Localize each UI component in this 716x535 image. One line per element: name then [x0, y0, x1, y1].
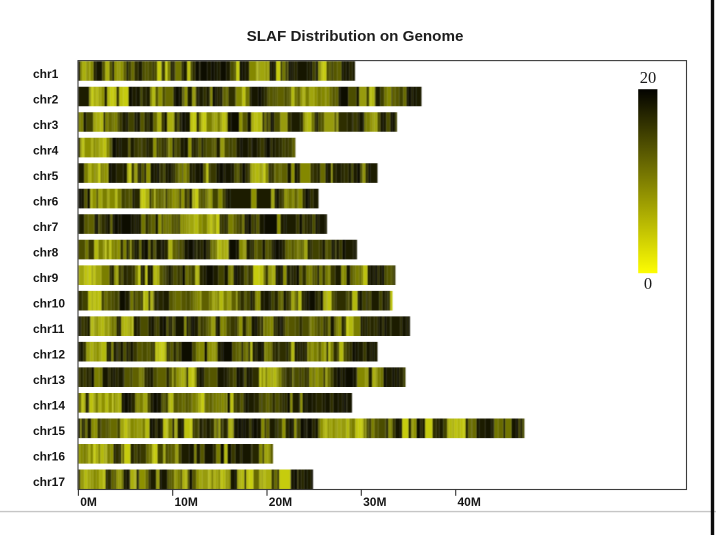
- svg-text:chr7: chr7: [33, 220, 59, 234]
- svg-text:20M: 20M: [269, 495, 292, 509]
- svg-text:chr3: chr3: [33, 118, 59, 132]
- svg-text:30M: 30M: [363, 495, 386, 509]
- svg-text:chr8: chr8: [33, 246, 59, 260]
- svg-text:chr13: chr13: [33, 373, 65, 387]
- svg-text:chr4: chr4: [33, 144, 59, 158]
- svg-text:chr12: chr12: [33, 348, 65, 362]
- svg-text:10M: 10M: [175, 495, 198, 509]
- svg-text:chr2: chr2: [33, 93, 59, 107]
- svg-text:chr5: chr5: [33, 169, 59, 183]
- svg-text:chr1: chr1: [33, 67, 59, 81]
- svg-text:20: 20: [640, 68, 657, 87]
- svg-text:chr9: chr9: [33, 271, 59, 285]
- svg-text:SLAF Distribution on Genome: SLAF Distribution on Genome: [247, 28, 464, 45]
- svg-text:0: 0: [644, 274, 652, 293]
- svg-text:chr11: chr11: [33, 322, 65, 336]
- svg-text:0M: 0M: [80, 495, 97, 509]
- svg-text:40M: 40M: [458, 495, 481, 509]
- svg-text:chr15: chr15: [33, 424, 65, 438]
- svg-text:chr16: chr16: [33, 449, 65, 463]
- svg-text:chr17: chr17: [33, 475, 65, 489]
- svg-text:chr14: chr14: [33, 398, 65, 412]
- svg-text:chr6: chr6: [33, 195, 59, 209]
- svg-text:chr10: chr10: [33, 297, 65, 311]
